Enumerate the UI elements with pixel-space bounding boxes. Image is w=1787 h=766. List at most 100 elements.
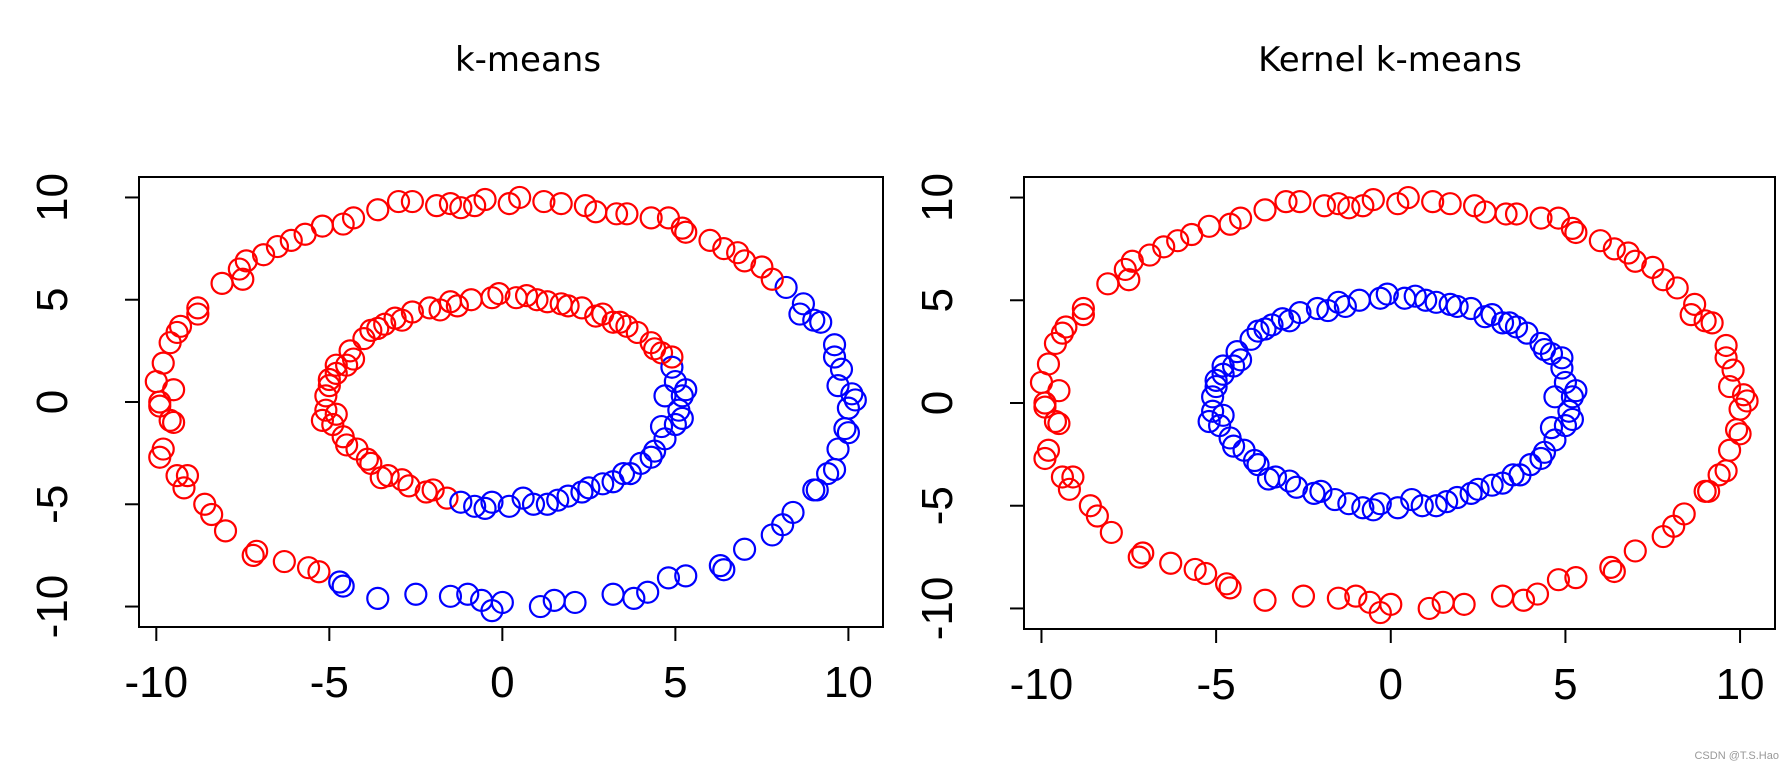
data-point-red xyxy=(1564,566,1588,590)
data-point-blue xyxy=(1504,315,1529,339)
data-point-red xyxy=(1047,379,1071,403)
data-point-red xyxy=(162,378,186,402)
data-point-red xyxy=(1218,212,1242,236)
data-point-red xyxy=(1344,584,1368,608)
data-point-red xyxy=(1511,588,1536,612)
data-point-red xyxy=(435,486,459,510)
data-point-blue xyxy=(802,478,826,502)
data-point-blue xyxy=(480,490,504,514)
data-point-blue xyxy=(840,382,864,406)
data-point-red xyxy=(1717,374,1742,399)
data-point-blue xyxy=(1239,327,1263,351)
data-point-red xyxy=(497,191,521,216)
data-point-red xyxy=(570,296,594,320)
data-point-red xyxy=(168,314,193,338)
x-tick-label: -5 xyxy=(1197,660,1236,709)
data-point-blue xyxy=(577,476,601,500)
data-point-red xyxy=(359,318,383,343)
x-tick-label: 0 xyxy=(490,658,514,707)
data-point-red xyxy=(425,194,449,218)
data-point-red xyxy=(148,390,172,414)
data-point-red xyxy=(369,466,393,490)
plot-panel-kmeans: -10 -5 0 5 10 -10 -5 0 5 10 xyxy=(28,173,884,707)
data-point-red xyxy=(386,189,411,214)
data-point-blue xyxy=(1532,440,1557,464)
data-point-red xyxy=(1288,190,1312,214)
y-tick-label: -5 xyxy=(913,486,962,525)
data-point-blue xyxy=(535,492,559,516)
data-point-red xyxy=(175,464,200,488)
data-point-blue xyxy=(1284,475,1309,499)
data-point-red xyxy=(279,228,303,253)
data-point-blue xyxy=(1403,284,1427,308)
data-point-red xyxy=(1683,292,1707,316)
data-point-red xyxy=(445,294,469,318)
data-point-red xyxy=(1665,276,1689,300)
y-tick-label: -10 xyxy=(913,577,962,641)
data-point-red xyxy=(234,249,258,273)
y-tick-label: 10 xyxy=(913,173,962,222)
data-point-blue xyxy=(1211,403,1235,427)
data-point-blue xyxy=(1424,494,1448,518)
data-point-blue xyxy=(643,439,667,463)
data-point-red xyxy=(428,298,452,322)
data-point-red xyxy=(1679,303,1703,327)
data-point-blue xyxy=(511,486,535,510)
data-point-blue xyxy=(1260,313,1284,337)
data-point-red xyxy=(615,314,639,338)
data-point-red xyxy=(1623,249,1647,273)
data-point-red xyxy=(324,402,348,426)
data-point-red xyxy=(1085,504,1109,528)
data-point-red xyxy=(158,408,182,433)
data-point-red xyxy=(1616,241,1640,265)
data-point-red xyxy=(1050,321,1075,345)
x-tick-label: 10 xyxy=(824,658,873,707)
data-point-blue xyxy=(622,586,646,610)
data-point-blue xyxy=(843,388,867,412)
plot-panel-kernel-kmeans: -10 -5 0 5 10 -10 -5 0 5 10 xyxy=(913,173,1776,709)
data-point-red xyxy=(463,194,487,218)
data-point-blue xyxy=(1386,496,1410,520)
data-point-red xyxy=(307,560,331,584)
data-point-red xyxy=(1071,296,1095,321)
data-point-red xyxy=(213,519,238,543)
data-point-red xyxy=(1546,206,1571,230)
data-point-red xyxy=(1326,586,1350,610)
data-point-blue xyxy=(528,594,553,619)
data-point-blue xyxy=(660,355,684,379)
x-tick-label: 5 xyxy=(663,658,687,707)
chart-title-kmeans: k-means xyxy=(454,40,602,80)
data-point-blue xyxy=(1242,448,1267,473)
data-point-blue xyxy=(771,513,795,537)
data-point-red xyxy=(293,222,317,246)
data-point-red xyxy=(1529,206,1553,230)
data-point-red xyxy=(1735,389,1759,413)
data-point-red xyxy=(265,234,290,259)
data-point-blue xyxy=(1221,354,1246,378)
data-point-red xyxy=(1054,315,1078,339)
data-point-blue xyxy=(732,537,757,561)
data-point-red xyxy=(162,410,186,435)
data-point-blue xyxy=(1490,311,1515,335)
data-point-blue xyxy=(556,484,580,508)
data-point-blue xyxy=(591,472,615,496)
data-point-red xyxy=(1159,551,1183,575)
data-point-red xyxy=(1714,346,1738,370)
data-point-blue xyxy=(822,345,847,369)
data-point-blue xyxy=(1529,446,1553,471)
data-point-red xyxy=(584,200,608,224)
data-point-red xyxy=(1714,459,1738,483)
data-point-red xyxy=(1033,391,1057,415)
data-point-blue xyxy=(473,496,497,520)
data-point-red xyxy=(210,271,234,295)
data-point-red xyxy=(272,549,296,574)
data-point-red xyxy=(1050,465,1075,489)
data-point-red xyxy=(1564,220,1588,245)
y-tick-label: 5 xyxy=(913,288,962,312)
data-point-blue xyxy=(826,374,850,398)
x-tick-label: 5 xyxy=(1553,660,1577,709)
data-point-red xyxy=(1214,572,1239,596)
data-point-blue xyxy=(1550,356,1574,380)
data-point-blue xyxy=(1361,498,1385,522)
y-tick-label: 0 xyxy=(28,390,77,414)
